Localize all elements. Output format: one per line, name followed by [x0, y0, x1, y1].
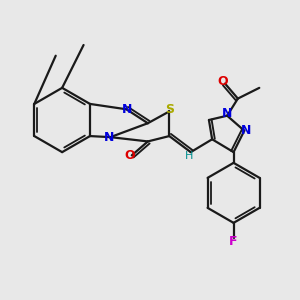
- Text: H: H: [184, 152, 193, 161]
- Text: N: N: [241, 124, 252, 137]
- Text: N: N: [222, 107, 232, 120]
- Text: N: N: [104, 130, 115, 144]
- Text: N: N: [122, 103, 133, 116]
- Text: F: F: [229, 235, 238, 248]
- Text: O: O: [218, 75, 228, 88]
- Text: S: S: [165, 103, 174, 116]
- Text: O: O: [124, 149, 135, 162]
